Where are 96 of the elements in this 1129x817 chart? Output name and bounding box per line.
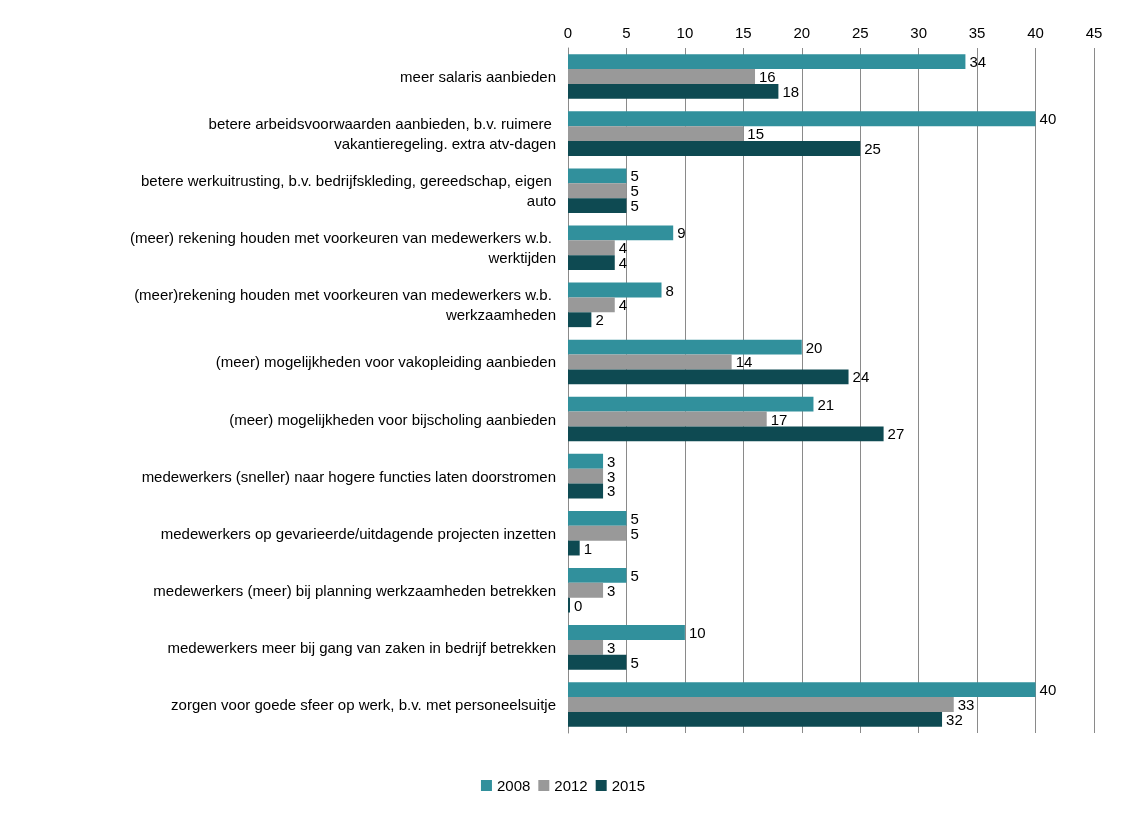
data-label: 5 xyxy=(630,182,639,200)
x-tick-label: 25 xyxy=(851,24,869,41)
bar xyxy=(568,168,627,184)
bar xyxy=(568,697,954,712)
y-tick-label: betere arbeidsvoorwaarden aanbieden, b.v. ruimere vakantieregeling. extra atv-dagen xyxy=(208,115,556,153)
bar xyxy=(568,582,604,598)
bar xyxy=(568,297,615,313)
bar xyxy=(568,639,604,655)
bar xyxy=(568,711,943,727)
bar xyxy=(568,83,779,99)
data-label: 0 xyxy=(574,596,583,614)
data-label: 5 xyxy=(630,167,639,185)
data-label: 3 xyxy=(607,581,616,599)
y-tick-label: (meer) mogelijkheden voor vakopleiding aanbieden xyxy=(215,353,556,371)
bar xyxy=(568,525,627,541)
data-label: 14 xyxy=(735,353,753,371)
bar xyxy=(568,468,604,484)
bar xyxy=(568,540,580,556)
bar xyxy=(568,198,627,213)
bar xyxy=(568,568,627,583)
bar xyxy=(568,111,1036,127)
x-tick-label: 40 xyxy=(1027,24,1044,41)
bar xyxy=(568,453,604,469)
data-label: 18 xyxy=(782,82,800,100)
bar xyxy=(568,426,884,442)
bar xyxy=(568,183,627,199)
bar xyxy=(568,54,966,70)
x-tick-label: 45 xyxy=(1085,24,1103,41)
data-label: 8 xyxy=(665,281,674,299)
bar xyxy=(568,141,861,156)
data-label: 17 xyxy=(770,410,788,428)
bar xyxy=(568,282,662,298)
x-tick-label: 10 xyxy=(676,24,694,41)
data-label: 40 xyxy=(1039,110,1057,128)
data-label: 4 xyxy=(618,296,628,314)
x-tick-label: 20 xyxy=(793,24,811,41)
legend-label: 2012 xyxy=(554,777,588,794)
data-label: 1 xyxy=(583,539,593,557)
data-label: 3 xyxy=(607,452,616,470)
data-label: 10 xyxy=(688,624,706,642)
bar xyxy=(568,240,615,256)
data-label: 3 xyxy=(607,482,616,500)
y-tick-label: (meer) mogelijkheden voor bijscholing aanbieden xyxy=(229,410,556,428)
y-tick-label: (meer)rekening houden met voorkeuren van medewerkers w.b. werkzaamheden xyxy=(134,286,556,324)
x-tick-label: 0 xyxy=(563,24,573,41)
bar xyxy=(568,255,615,271)
bar xyxy=(568,510,627,526)
data-label: 34 xyxy=(969,53,987,71)
bar xyxy=(568,126,744,142)
legend-label: 2015 xyxy=(611,777,646,794)
y-tick-label: medewerkers (sneller) naar hogere functies laten doorstromen xyxy=(141,467,556,485)
y-tick-label: medewerkers (meer) bij planning werkzaamheden betrekken xyxy=(153,581,556,599)
data-label: 33 xyxy=(957,695,975,713)
data-label: 9 xyxy=(677,224,686,242)
data-label: 2 xyxy=(595,311,604,329)
data-label: 5 xyxy=(630,509,639,527)
data-label: 21 xyxy=(817,395,835,413)
data-label: 25 xyxy=(864,139,881,157)
bar xyxy=(568,396,814,412)
bar xyxy=(568,69,756,84)
bar xyxy=(568,225,674,241)
data-label: 40 xyxy=(1039,681,1057,699)
bar xyxy=(568,369,849,385)
data-label: 4 xyxy=(618,239,628,257)
x-tick-label: 5 xyxy=(622,24,631,41)
data-label: 3 xyxy=(607,638,616,656)
bar xyxy=(568,483,604,499)
y-tick-label: betere werkuitrusting, b.v. bedrijfskleding, gereedschap, eigen auto xyxy=(141,172,556,210)
x-tick-label: 30 xyxy=(910,24,928,41)
bar xyxy=(568,354,732,370)
data-label: 24 xyxy=(852,368,870,386)
data-label: 4 xyxy=(618,254,628,272)
legend-label: 2008 xyxy=(496,777,531,794)
y-tick-label: medewerkers op gevarieerde/uitdagende projecten inzetten xyxy=(160,524,556,542)
data-label: 15 xyxy=(747,125,765,143)
x-tick-label: 15 xyxy=(734,24,752,41)
y-tick-label: zorgen voor goede sfeer op werk, b.v. met personeelsuitje xyxy=(171,695,556,713)
data-label: 27 xyxy=(887,425,905,443)
bar xyxy=(568,682,1036,698)
bar xyxy=(568,654,627,670)
bar xyxy=(568,339,802,355)
data-label: 3 xyxy=(607,467,616,485)
data-label: 5 xyxy=(630,566,639,584)
y-tick-label: meer salaris aanbieden xyxy=(400,68,556,86)
data-label: 16 xyxy=(759,68,776,86)
y-tick-label: (meer) rekening houden met voorkeuren van medewerkers w.b. werktijden xyxy=(129,229,556,267)
bar xyxy=(568,312,592,328)
x-tick-label: 35 xyxy=(968,24,986,41)
data-label: 5 xyxy=(630,197,639,215)
data-label: 32 xyxy=(946,710,963,728)
data-label: 5 xyxy=(630,524,639,542)
data-label: 20 xyxy=(805,338,823,356)
y-tick-label: medewerkers meer bij gang van zaken in bedrijf betrekken xyxy=(167,638,556,656)
bar xyxy=(568,625,685,640)
data-label: 5 xyxy=(630,653,639,671)
bar xyxy=(568,411,767,427)
